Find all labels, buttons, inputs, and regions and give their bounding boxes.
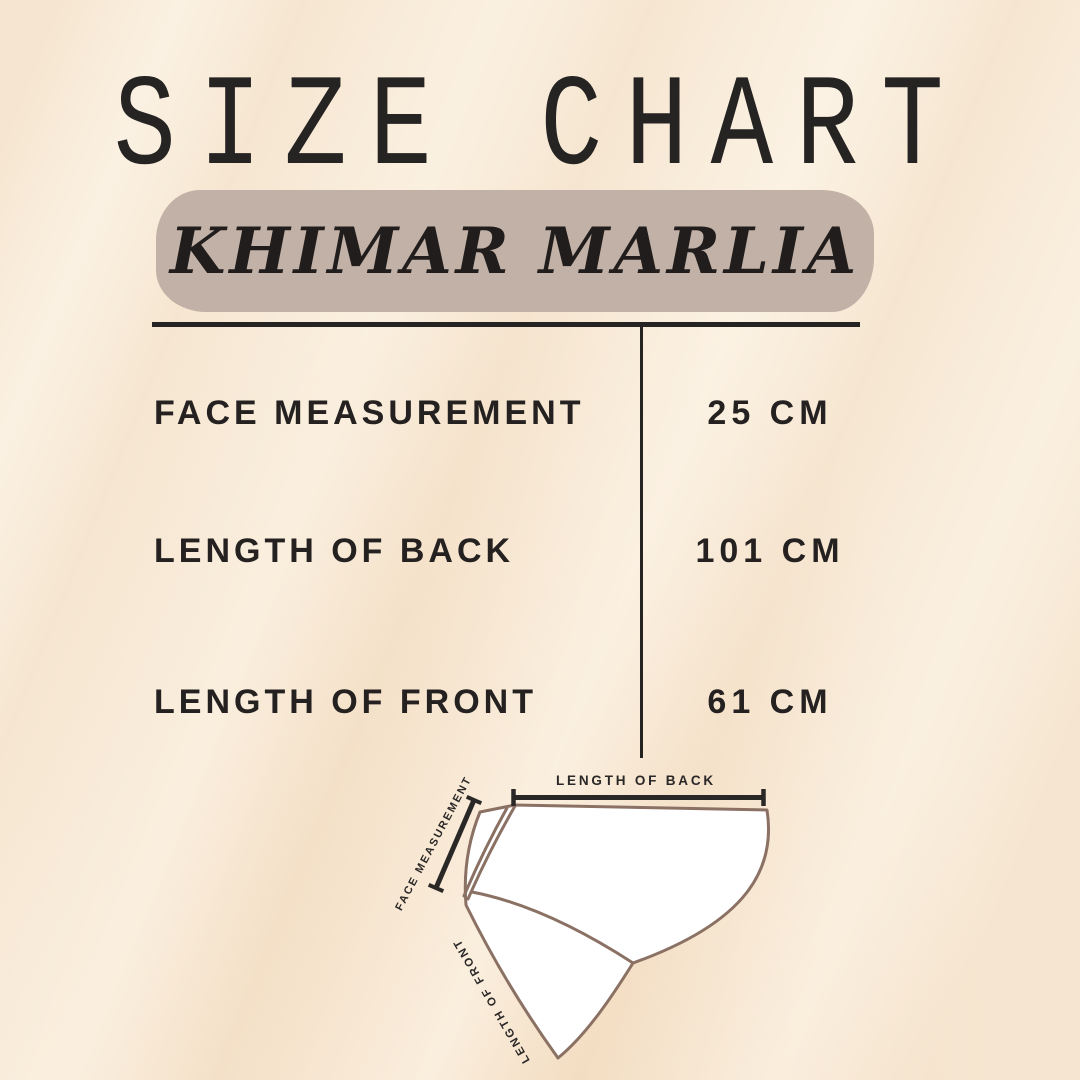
face-measure-label: FACE MEASUREMENT bbox=[393, 774, 474, 913]
face-trim-line-2 bbox=[462, 806, 509, 898]
measurement-label: FACE MEASUREMENT bbox=[154, 394, 585, 432]
measurement-value: 25 CM bbox=[707, 394, 833, 432]
garment-diagram: LENGTH OF BACK FACE MEASUREMENT LENGTH O… bbox=[393, 773, 771, 1065]
measurement-label: LENGTH OF FRONT bbox=[154, 683, 537, 721]
face-trim-line-1 bbox=[466, 804, 517, 901]
page-title: SIZE CHART bbox=[113, 56, 967, 203]
face-measure-line bbox=[427, 794, 483, 894]
back-measure-label: LENGTH OF BACK bbox=[556, 773, 716, 788]
table-top-rule bbox=[152, 322, 860, 327]
measurement-label: LENGTH OF BACK bbox=[154, 532, 515, 570]
product-name-badge: KHIMAR MARLIA bbox=[156, 190, 874, 312]
table-column-divider bbox=[640, 327, 643, 758]
garment-outline bbox=[463, 803, 771, 1060]
measurement-value: 101 CM bbox=[695, 532, 845, 570]
measurement-value: 61 CM bbox=[707, 683, 833, 721]
back-measure-line bbox=[511, 789, 766, 806]
product-name: KHIMAR MARLIA bbox=[169, 213, 861, 289]
page-title-wrap: SIZE CHART bbox=[0, 65, 1080, 195]
panel-seam-line bbox=[470, 890, 635, 965]
